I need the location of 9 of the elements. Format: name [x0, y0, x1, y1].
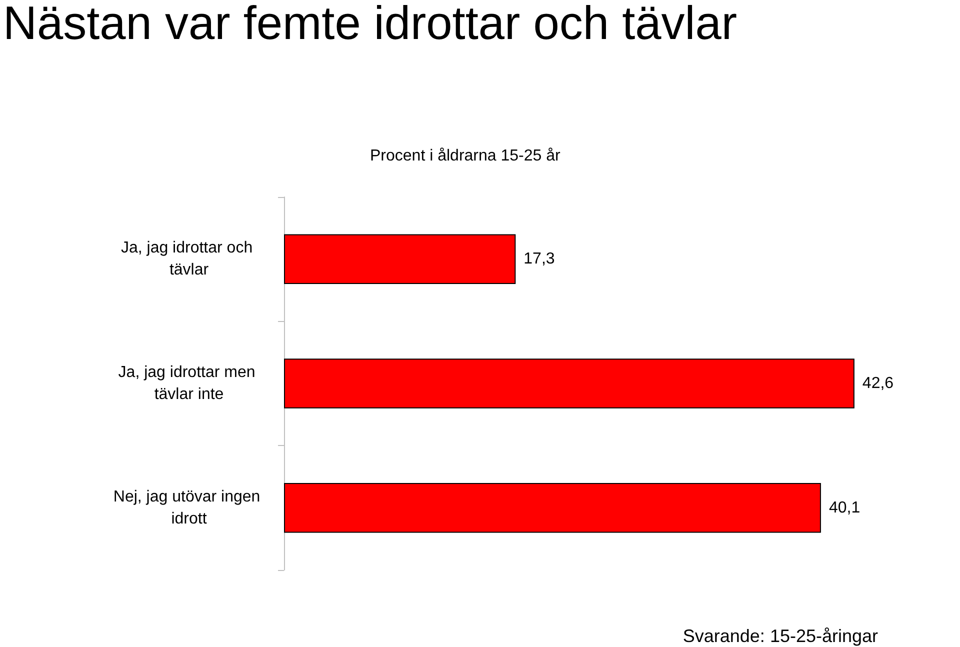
y-tick-label: Nej, jag utövar ingen idrott	[113, 488, 265, 528]
data-label: 40,1	[828, 499, 860, 516]
text: Svarande: 15-25-åringar	[682, 626, 878, 646]
data-label: 42,6	[862, 375, 894, 392]
chart-title: Nästan var femte idrottar och tävlar	[3, 0, 738, 49]
y-tick-label: Ja, jag idrottar men tävlar inte	[118, 364, 260, 403]
chart-subtitle: Procent i åldrarna 15-25 år	[370, 148, 561, 164]
data-label: 17,3	[524, 250, 555, 268]
y-tick-label: Ja, jag idrottar och tävlar	[120, 240, 258, 279]
